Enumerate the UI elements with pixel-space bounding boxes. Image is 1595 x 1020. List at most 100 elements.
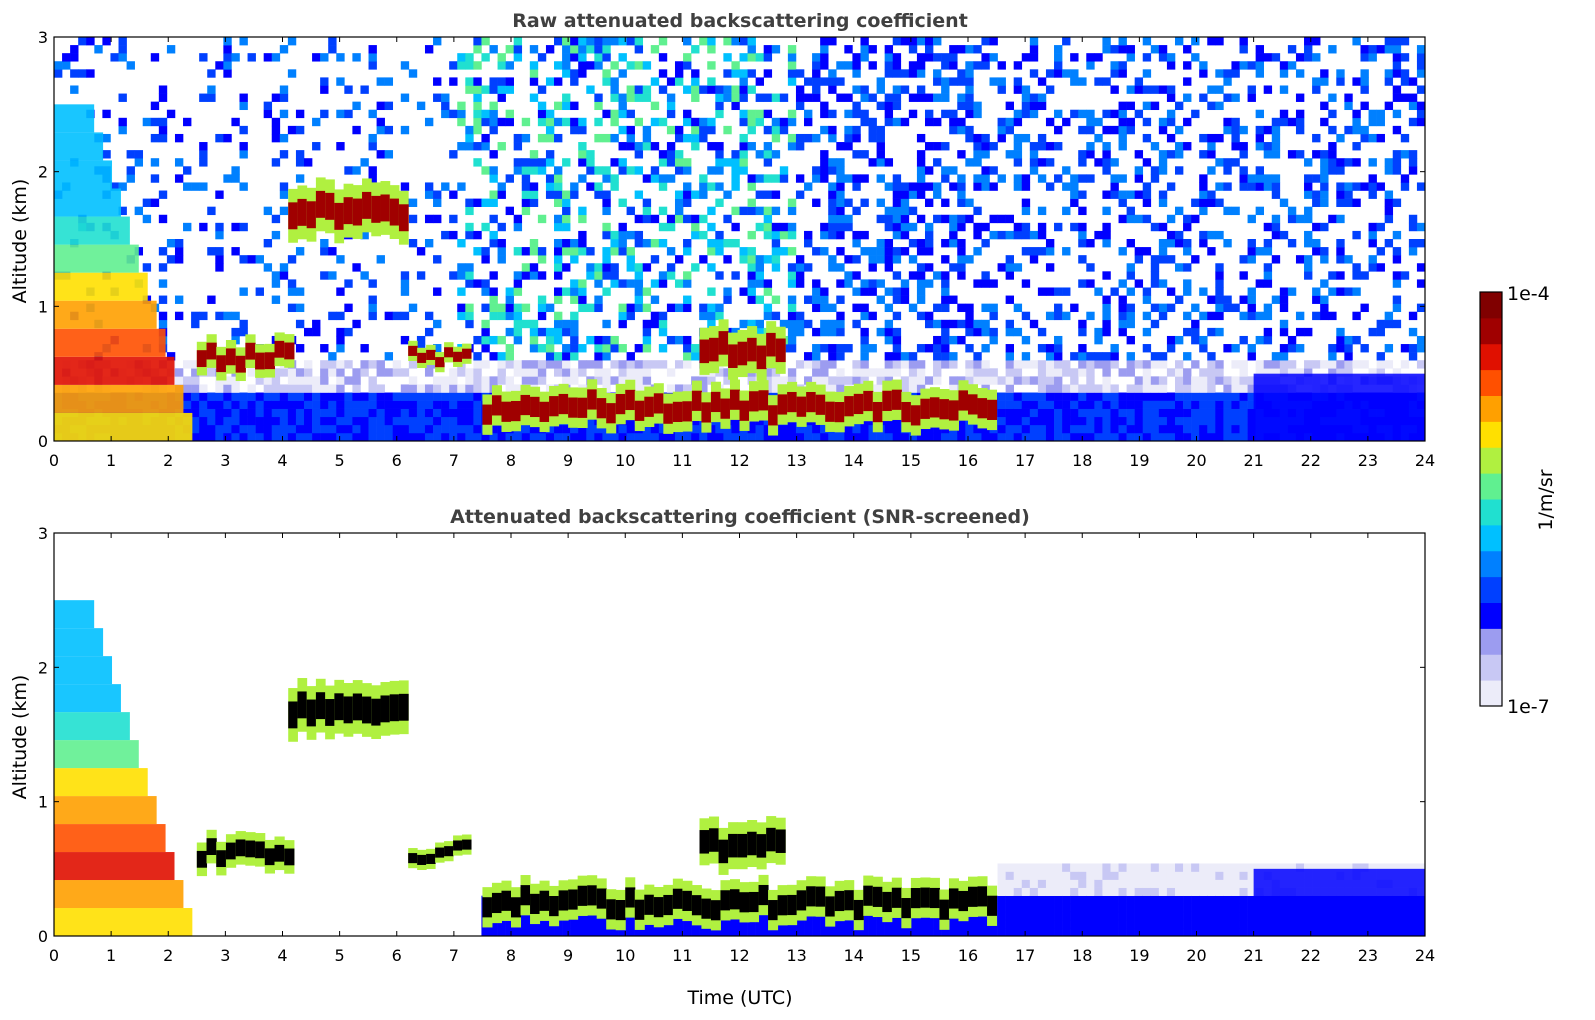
heatmap-cell — [666, 109, 676, 119]
heatmap-cell — [465, 77, 474, 86]
heatmap-cell — [1118, 392, 1127, 401]
heatmap-cell — [924, 166, 934, 175]
heatmap-cell — [489, 239, 498, 248]
heatmap-cell — [570, 311, 579, 321]
heatmap-cell — [70, 53, 79, 62]
heatmap-cell — [892, 919, 902, 929]
heatmap-cell — [352, 416, 361, 426]
heatmap-cell — [666, 927, 676, 937]
heatmap-cell — [537, 376, 547, 385]
heatmap-cell — [513, 287, 523, 296]
heatmap-cell — [570, 53, 579, 62]
heatmap-cell — [424, 182, 434, 191]
heatmap-cell — [666, 101, 676, 111]
heatmap-cell — [1247, 287, 1256, 296]
heatmap-cell — [618, 279, 627, 288]
heatmap-cell — [836, 247, 845, 256]
heatmap-cell — [1102, 895, 1111, 905]
heatmap-cell — [634, 230, 644, 240]
heatmap-cell — [586, 263, 595, 272]
heatmap-cell — [1126, 117, 1135, 127]
aerosol-band — [54, 272, 148, 301]
heatmap-cell — [1102, 368, 1111, 377]
heatmap-cell — [1207, 327, 1216, 337]
heatmap-cell — [908, 384, 918, 393]
heatmap-cell — [1174, 887, 1184, 896]
heatmap-cell — [973, 150, 982, 159]
heatmap-cell — [126, 61, 135, 70]
heatmap-cell — [521, 927, 531, 937]
heatmap-cell — [247, 432, 256, 442]
heatmap-cell — [1102, 158, 1111, 167]
heatmap-cell — [529, 150, 539, 159]
heatmap-cell — [392, 408, 402, 418]
heatmap-cell — [513, 384, 523, 393]
heatmap-cell — [1368, 863, 1377, 872]
heatmap-cell — [763, 368, 773, 377]
heatmap-cell — [1231, 376, 1240, 385]
heatmap-cell — [989, 230, 998, 240]
heatmap-cell — [1037, 416, 1047, 426]
heatmap-cell — [683, 85, 692, 94]
heatmap-cell — [658, 158, 668, 167]
heatmap-cell — [1360, 77, 1369, 86]
heatmap-cell — [320, 77, 329, 86]
heatmap-cell — [562, 117, 571, 127]
heatmap-cell — [1054, 376, 1063, 385]
heatmap-cell — [1231, 303, 1240, 313]
heatmap-cell — [699, 432, 708, 442]
heatmap-cell — [457, 53, 466, 62]
heatmap-cell — [368, 295, 377, 304]
heatmap-cell — [384, 311, 394, 321]
heatmap-cell — [715, 198, 724, 207]
heatmap-cell — [328, 45, 337, 54]
heatmap-cell — [554, 133, 563, 143]
heatmap-cell — [465, 303, 474, 313]
heatmap-cell — [473, 77, 482, 86]
heatmap-cell — [924, 247, 934, 256]
heatmap-cell — [231, 247, 240, 256]
heatmap-cell — [545, 352, 555, 361]
heatmap-cell — [787, 303, 797, 313]
heatmap-cell — [384, 368, 394, 377]
heatmap-cell — [231, 174, 240, 183]
heatmap-cell — [795, 927, 805, 937]
heatmap-cell — [1134, 400, 1144, 409]
heatmap-cell — [1086, 376, 1095, 385]
heatmap-cell — [1150, 903, 1160, 913]
heatmap-cell — [1158, 352, 1168, 361]
heatmap-cell — [1134, 360, 1144, 369]
heatmap-cell — [860, 432, 869, 442]
heatmap-cell — [1231, 384, 1240, 393]
cloud-core — [625, 389, 636, 411]
heatmap-cell — [626, 919, 635, 929]
heatmap-cell — [1392, 61, 1402, 70]
heatmap-cell — [457, 117, 466, 127]
heatmap-cell — [852, 255, 861, 264]
heatmap-cell — [352, 408, 361, 418]
heatmap-cell — [1045, 392, 1055, 401]
heatmap-cell — [739, 247, 748, 256]
heatmap-cell — [336, 109, 345, 119]
heatmap-cell — [1037, 344, 1047, 353]
heatmap-cell — [1126, 432, 1135, 442]
heatmap-cell — [1102, 150, 1111, 159]
heatmap-cell — [1005, 384, 1014, 393]
heatmap-cell — [505, 927, 514, 937]
heatmap-cell — [215, 61, 224, 70]
heatmap-cell — [1021, 198, 1031, 207]
heatmap-cell — [731, 222, 740, 232]
heatmap-cell — [610, 335, 619, 345]
heatmap-cell — [1086, 263, 1095, 272]
heatmap-cell — [449, 368, 458, 377]
heatmap-cell — [368, 424, 377, 434]
heatmap-cell — [683, 158, 692, 167]
heatmap-cell — [941, 344, 950, 353]
heatmap-cell — [997, 61, 1006, 70]
heatmap-cell — [1191, 895, 1200, 905]
heatmap-cell — [433, 319, 442, 329]
heatmap-cell — [1150, 303, 1160, 313]
heatmap-cell — [489, 311, 498, 321]
heatmap-cell — [941, 927, 950, 937]
heatmap-cell — [554, 239, 563, 248]
